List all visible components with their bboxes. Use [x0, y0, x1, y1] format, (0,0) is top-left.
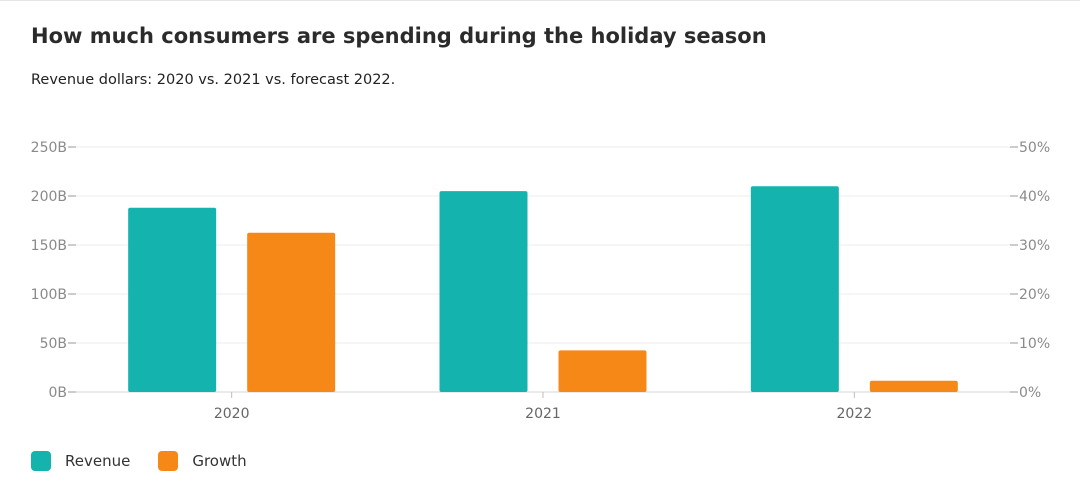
bar-growth-2021 — [558, 350, 647, 392]
legend-swatch-revenue — [31, 451, 51, 471]
left-tick-label: 100B — [31, 287, 67, 303]
right-tick-label: 20% — [1019, 287, 1050, 303]
left-tick-label: 0B — [48, 385, 67, 401]
bar-revenue-2022 — [750, 186, 839, 392]
right-tick-label: 10% — [1019, 336, 1050, 352]
left-tick-label: 250B — [31, 140, 67, 156]
left-tick-label: 200B — [31, 189, 67, 205]
chart-title: How much consumers are spending during t… — [31, 24, 767, 48]
left-axis: 0B 50B 100B 150B 200B 250B — [31, 140, 76, 401]
right-tick-label: 30% — [1019, 238, 1050, 254]
legend-item-revenue[interactable]: Revenue — [31, 451, 130, 471]
x-tick-label: 2022 — [837, 406, 873, 422]
right-tick-label: 50% — [1019, 140, 1050, 156]
right-tick-label: 40% — [1019, 189, 1050, 205]
bars — [128, 186, 958, 392]
right-tick-label: 0% — [1019, 385, 1041, 401]
chart-subtitle: Revenue dollars: 2020 vs. 2021 vs. forec… — [31, 72, 396, 88]
top-divider — [0, 0, 1080, 5]
left-tick-label: 150B — [31, 238, 67, 254]
bar-growth-2020 — [247, 232, 336, 392]
legend-label-revenue: Revenue — [65, 452, 131, 470]
left-tick-label: 50B — [40, 336, 67, 352]
legend-swatch-growth — [158, 451, 179, 471]
bar-growth-2022 — [869, 380, 958, 392]
legend-item-growth[interactable]: Growth — [158, 451, 247, 471]
legend: Revenue Growth — [31, 451, 275, 471]
x-tick-label: 2020 — [214, 406, 250, 422]
right-axis: 0% 10% 20% 30% 40% 50% — [1010, 140, 1050, 401]
bar-revenue-2021 — [439, 191, 528, 392]
x-axis: 2020 2021 2022 — [214, 392, 872, 422]
x-tick-label: 2021 — [525, 406, 561, 422]
legend-label-growth: Growth — [192, 452, 247, 470]
bar-revenue-2020 — [128, 207, 217, 392]
